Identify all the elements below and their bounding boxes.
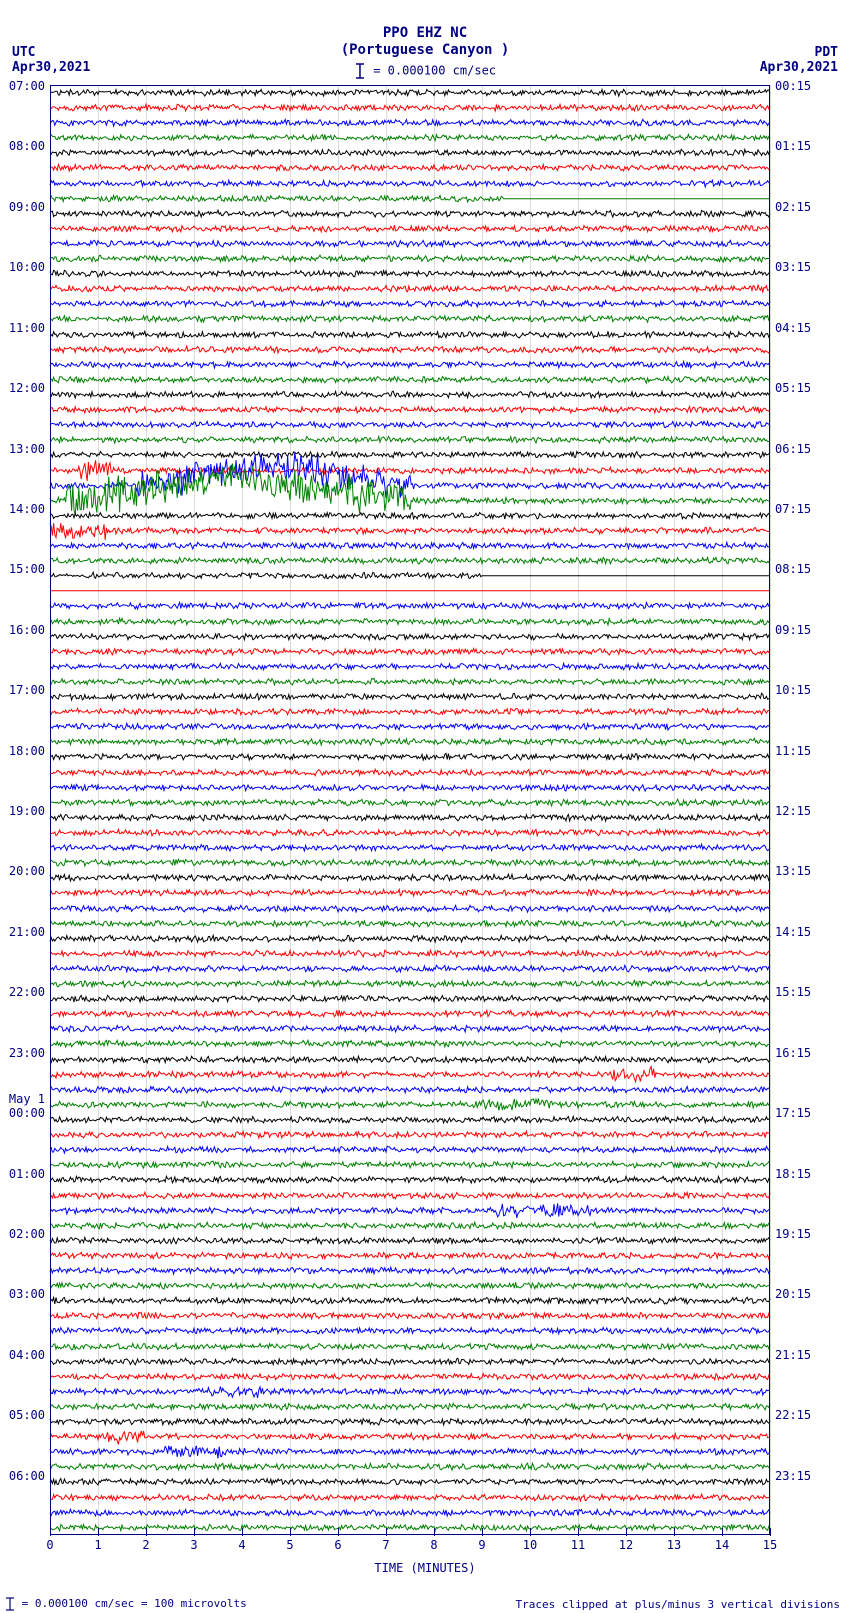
pdt-time-label: 06:15: [775, 442, 811, 456]
utc-time-label: 06:00: [9, 1469, 45, 1483]
x-tick-label: 10: [523, 1538, 537, 1552]
x-tick-label: 13: [667, 1538, 681, 1552]
station-name: (Portuguese Canyon ): [0, 42, 850, 59]
x-tick: [722, 1528, 723, 1536]
x-tick: [98, 1528, 99, 1536]
utc-time-label: 15:00: [9, 562, 45, 576]
x-tick: [386, 1528, 387, 1536]
x-tick: [674, 1528, 675, 1536]
day-break-label: May 1: [9, 1092, 45, 1106]
x-tick-label: 8: [430, 1538, 437, 1552]
x-tick: [770, 1528, 771, 1536]
pdt-time-label: 18:15: [775, 1167, 811, 1181]
x-tick: [194, 1528, 195, 1536]
x-axis-title: TIME (MINUTES): [0, 1561, 850, 1575]
x-tick-label: 0: [46, 1538, 53, 1552]
pdt-time-label: 09:15: [775, 623, 811, 637]
utc-time-label: 01:00: [9, 1167, 45, 1181]
pdt-time-label: 16:15: [775, 1046, 811, 1060]
pdt-time-label: 05:15: [775, 381, 811, 395]
x-tick: [146, 1528, 147, 1536]
utc-time-label: 18:00: [9, 744, 45, 758]
utc-time-label: 16:00: [9, 623, 45, 637]
x-tick-label: 9: [478, 1538, 485, 1552]
station-id: PPO EHZ NC: [0, 25, 850, 42]
x-tick-label: 1: [94, 1538, 101, 1552]
pdt-time-label: 11:15: [775, 744, 811, 758]
x-tick-label: 4: [238, 1538, 245, 1552]
utc-time-label: 04:00: [9, 1348, 45, 1362]
utc-time-label: 07:00: [9, 79, 45, 93]
utc-time-label: 13:00: [9, 442, 45, 456]
footer-left: = 0.000100 cm/sec = 100 microvolts: [5, 1597, 247, 1611]
utc-time-label: 11:00: [9, 321, 45, 335]
pdt-time-label: 21:15: [775, 1348, 811, 1362]
x-tick-label: 12: [619, 1538, 633, 1552]
utc-time-label: 05:00: [9, 1408, 45, 1422]
seismogram-container: UTC Apr30,2021 PDT Apr30,2021 PPO EHZ NC…: [0, 0, 850, 1613]
pdt-time-label: 12:15: [775, 804, 811, 818]
chart-area: 07:0008:0009:0010:0011:0012:0013:0014:00…: [50, 85, 770, 1535]
pdt-time-label: 15:15: [775, 985, 811, 999]
pdt-time-label: 08:15: [775, 562, 811, 576]
pdt-time-label: 03:15: [775, 260, 811, 274]
pdt-time-label: 14:15: [775, 925, 811, 939]
utc-time-label: 03:00: [9, 1287, 45, 1301]
utc-time-label: 08:00: [9, 139, 45, 153]
x-tick-label: 14: [715, 1538, 729, 1552]
pdt-time-label: 19:15: [775, 1227, 811, 1241]
x-tick: [482, 1528, 483, 1536]
x-tick-label: 11: [571, 1538, 585, 1552]
x-tick: [290, 1528, 291, 1536]
utc-time-label: 14:00: [9, 502, 45, 516]
utc-time-label: 09:00: [9, 200, 45, 214]
utc-time-label: 12:00: [9, 381, 45, 395]
x-tick: [626, 1528, 627, 1536]
utc-time-label: 00:00: [9, 1106, 45, 1120]
utc-time-label: 19:00: [9, 804, 45, 818]
pdt-time-label: 01:15: [775, 139, 811, 153]
pdt-time-label: 02:15: [775, 200, 811, 214]
grid-line: [770, 85, 771, 1535]
utc-time-label: 21:00: [9, 925, 45, 939]
x-tick: [530, 1528, 531, 1536]
pdt-time-label: 13:15: [775, 864, 811, 878]
pdt-time-label: 23:15: [775, 1469, 811, 1483]
pdt-time-label: 22:15: [775, 1408, 811, 1422]
utc-time-label: 20:00: [9, 864, 45, 878]
pdt-time-label: 17:15: [775, 1106, 811, 1120]
utc-time-label: 17:00: [9, 683, 45, 697]
pdt-time-label: 07:15: [775, 502, 811, 516]
pdt-time-label: 00:15: [775, 79, 811, 93]
x-tick-label: 6: [334, 1538, 341, 1552]
pdt-time-label: 04:15: [775, 321, 811, 335]
x-tick-label: 5: [286, 1538, 293, 1552]
chart-header: PPO EHZ NC (Portuguese Canyon ): [0, 25, 850, 59]
utc-time-label: 23:00: [9, 1046, 45, 1060]
x-tick: [578, 1528, 579, 1536]
x-tick-label: 3: [190, 1538, 197, 1552]
pdt-time-label: 10:15: [775, 683, 811, 697]
pdt-time-label: 20:15: [775, 1287, 811, 1301]
x-tick: [434, 1528, 435, 1536]
x-axis: 0123456789101112131415: [50, 1528, 770, 1558]
x-tick: [242, 1528, 243, 1536]
utc-time-label: 22:00: [9, 985, 45, 999]
utc-time-label: 10:00: [9, 260, 45, 274]
x-tick: [50, 1528, 51, 1536]
utc-time-label: 02:00: [9, 1227, 45, 1241]
x-tick-label: 7: [382, 1538, 389, 1552]
x-tick-label: 15: [763, 1538, 777, 1552]
x-tick-label: 2: [142, 1538, 149, 1552]
footer-right: Traces clipped at plus/minus 3 vertical …: [515, 1598, 840, 1611]
x-tick: [338, 1528, 339, 1536]
